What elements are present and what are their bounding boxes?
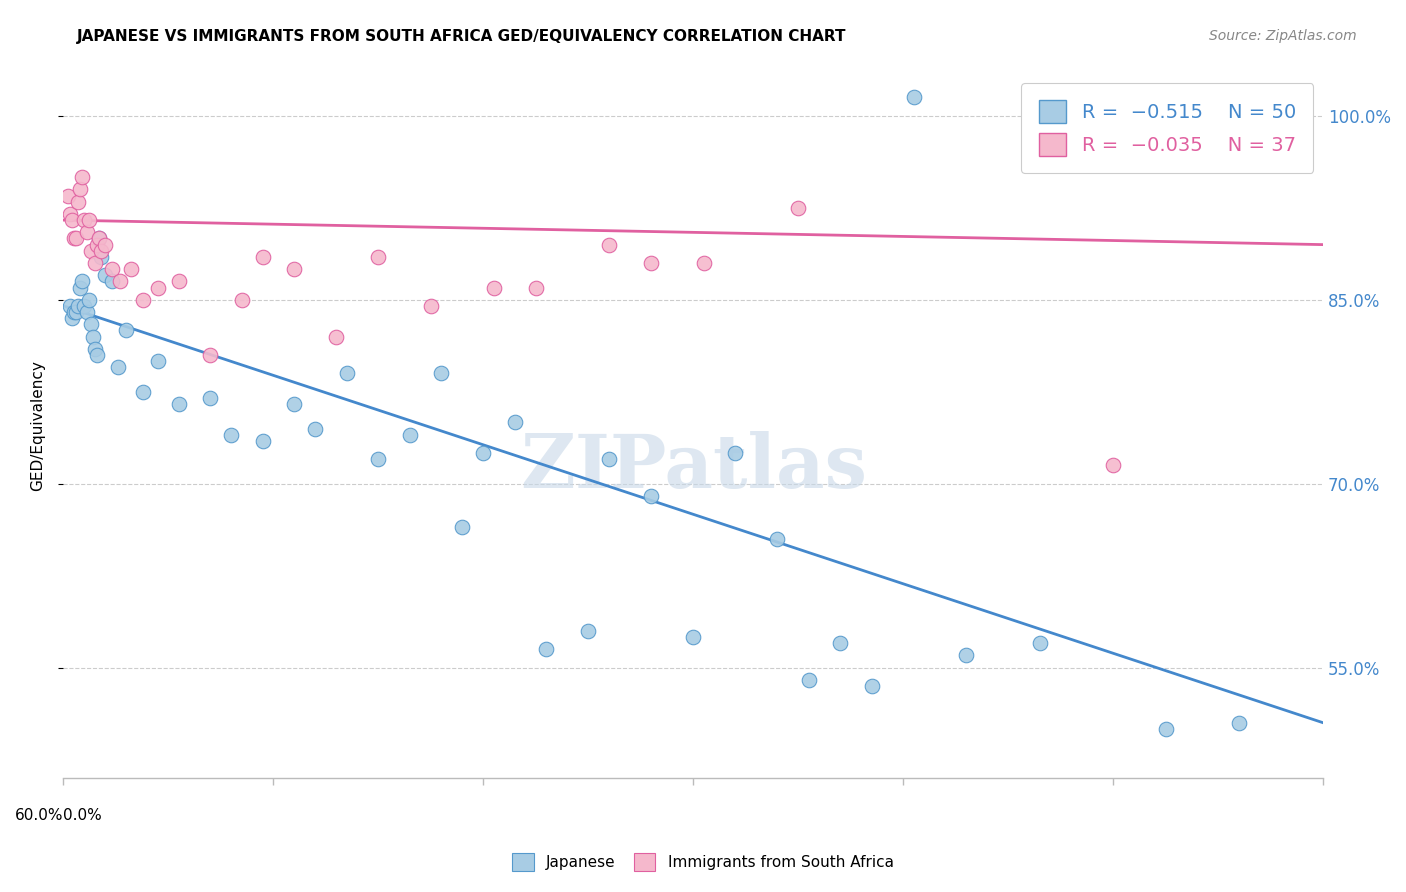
Point	[108, 274, 131, 288]
Legend: R =  −0.515    N = 50, R =  −0.035    N = 37: R = −0.515 N = 50, R = −0.035 N = 37	[1021, 83, 1313, 173]
Point	[167, 274, 190, 288]
Point	[482, 280, 505, 294]
Point	[67, 194, 90, 209]
Point	[107, 360, 129, 375]
Point	[76, 225, 98, 239]
Point	[146, 280, 169, 294]
Point	[90, 250, 112, 264]
Point	[231, 293, 253, 307]
Point	[830, 636, 852, 650]
Point	[503, 416, 526, 430]
Point	[598, 452, 620, 467]
Point	[59, 207, 82, 221]
Point	[336, 367, 359, 381]
Point	[903, 90, 925, 104]
Point	[399, 427, 422, 442]
Point	[59, 299, 82, 313]
Point	[430, 367, 453, 381]
Point	[84, 342, 107, 356]
Point	[955, 648, 977, 663]
Text: ZIPatlas: ZIPatlas	[520, 431, 868, 504]
Point	[69, 182, 91, 196]
Point	[90, 244, 112, 258]
Y-axis label: GED/Equivalency: GED/Equivalency	[31, 360, 45, 491]
Point	[77, 293, 100, 307]
Point	[72, 274, 94, 288]
Point	[367, 452, 389, 467]
Point	[860, 679, 883, 693]
Point	[82, 329, 104, 343]
Point	[132, 293, 155, 307]
Legend: Japanese, Immigrants from South Africa: Japanese, Immigrants from South Africa	[506, 847, 900, 877]
Point	[524, 280, 547, 294]
Point	[1227, 715, 1250, 730]
Point	[472, 446, 495, 460]
Point	[65, 305, 87, 319]
Point	[167, 397, 190, 411]
Point	[132, 384, 155, 399]
Point	[536, 642, 558, 657]
Point	[451, 519, 474, 533]
Text: 60.0%: 60.0%	[15, 808, 63, 823]
Point	[94, 268, 117, 283]
Point	[146, 354, 169, 368]
Point	[69, 280, 91, 294]
Point	[598, 237, 620, 252]
Point	[1028, 636, 1050, 650]
Point	[304, 421, 326, 435]
Point	[283, 262, 305, 277]
Point	[76, 305, 98, 319]
Point	[89, 231, 111, 245]
Point	[1102, 458, 1125, 473]
Point	[65, 231, 87, 245]
Point	[252, 434, 274, 448]
Point	[419, 299, 441, 313]
Point	[283, 397, 305, 411]
Text: 0.0%: 0.0%	[63, 808, 103, 823]
Point	[797, 673, 820, 687]
Point	[221, 427, 243, 442]
Point	[73, 299, 96, 313]
Point	[640, 489, 662, 503]
Point	[56, 188, 79, 202]
Point	[787, 201, 810, 215]
Point	[63, 305, 86, 319]
Point	[84, 256, 107, 270]
Point	[367, 250, 389, 264]
Point	[60, 311, 83, 326]
Point	[640, 256, 662, 270]
Point	[200, 348, 222, 362]
Point	[693, 256, 716, 270]
Point	[80, 244, 103, 258]
Point	[724, 446, 747, 460]
Point	[67, 299, 90, 313]
Point	[1154, 722, 1177, 736]
Point	[94, 237, 117, 252]
Point	[72, 170, 94, 185]
Point	[101, 274, 124, 288]
Point	[63, 231, 86, 245]
Point	[682, 630, 704, 644]
Point	[77, 213, 100, 227]
Point	[80, 318, 103, 332]
Point	[252, 250, 274, 264]
Text: JAPANESE VS IMMIGRANTS FROM SOUTH AFRICA GED/EQUIVALENCY CORRELATION CHART: JAPANESE VS IMMIGRANTS FROM SOUTH AFRICA…	[77, 29, 846, 44]
Point	[120, 262, 142, 277]
Point	[200, 391, 222, 405]
Point	[576, 624, 599, 638]
Point	[325, 329, 347, 343]
Point	[115, 323, 138, 337]
Point	[101, 262, 124, 277]
Point	[766, 532, 789, 546]
Point	[86, 348, 108, 362]
Point	[89, 231, 111, 245]
Point	[73, 213, 96, 227]
Point	[60, 213, 83, 227]
Text: Source: ZipAtlas.com: Source: ZipAtlas.com	[1209, 29, 1357, 43]
Point	[86, 237, 108, 252]
